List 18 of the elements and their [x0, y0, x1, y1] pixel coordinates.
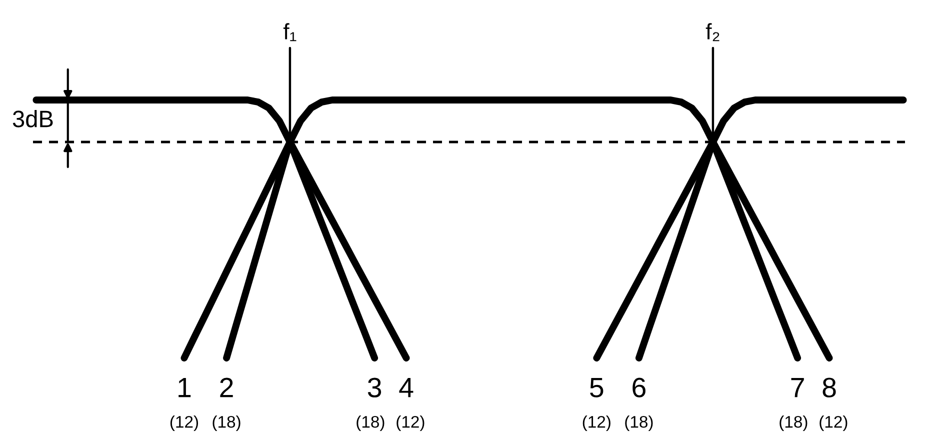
text: (12): [820, 416, 848, 432]
text: (18): [780, 416, 808, 432]
series-label: 7: [791, 378, 804, 398]
text: (12): [170, 416, 198, 432]
series-label: 6: [632, 378, 646, 398]
text: (18): [625, 416, 653, 432]
text: (12): [582, 416, 610, 432]
series-label: 4: [399, 378, 414, 398]
series-label: 2: [220, 378, 233, 398]
text: (18): [212, 416, 240, 432]
series-label: 8: [822, 378, 836, 398]
text: (18): [356, 416, 384, 432]
series-label: 5: [590, 378, 604, 398]
series-label: 1: [178, 378, 191, 398]
x-tick-label: f₁: [283, 23, 296, 42]
series-label: 3: [368, 378, 382, 398]
text: (12): [396, 416, 424, 432]
x-tick-label: f₂: [706, 23, 720, 42]
